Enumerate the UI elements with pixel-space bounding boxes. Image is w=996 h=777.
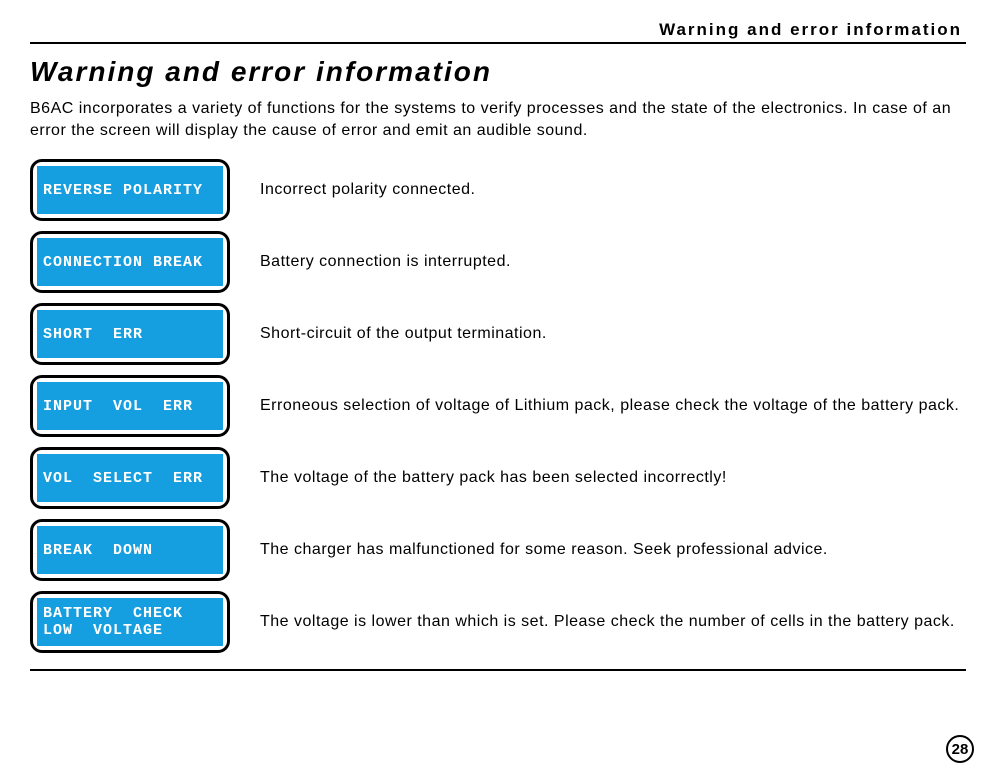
lcd-display: SHORT ERR: [30, 303, 230, 365]
error-description: The charger has malfunctioned for some r…: [260, 539, 966, 561]
error-description: The voltage of the battery pack has been…: [260, 467, 966, 489]
error-description: Erroneous selection of voltage of Lithiu…: [260, 395, 966, 417]
error-description: The voltage is lower than which is set. …: [260, 611, 966, 633]
lcd-display: REVERSE POLARITY: [30, 159, 230, 221]
lcd-display: VOL SELECT ERR: [30, 447, 230, 509]
error-row: BREAK DOWN The charger has malfunctioned …: [30, 519, 966, 581]
header-label: Warning and error information: [30, 20, 966, 44]
lcd-display: BATTERY CHECK LOW VOLTAGE: [30, 591, 230, 653]
lcd-text: REVERSE POLARITY: [37, 166, 223, 214]
lcd-text: BATTERY CHECK LOW VOLTAGE: [37, 598, 223, 646]
error-row: INPUT VOL ERR Erroneous selection of volt…: [30, 375, 966, 437]
error-row: VOL SELECT ERR The voltage of the battery…: [30, 447, 966, 509]
lcd-text: VOL SELECT ERR: [37, 454, 223, 502]
error-description: Battery connection is interrupted.: [260, 251, 966, 273]
page-title: Warning and error information: [30, 56, 966, 88]
lcd-text: BREAK DOWN: [37, 526, 223, 574]
lcd-text: SHORT ERR: [37, 310, 223, 358]
lcd-display: CONNECTION BREAK: [30, 231, 230, 293]
error-row: BATTERY CHECK LOW VOLTAGE The voltage is …: [30, 591, 966, 653]
error-description: Incorrect polarity connected.: [260, 179, 966, 201]
lcd-display: INPUT VOL ERR: [30, 375, 230, 437]
error-row: SHORT ERR Short-circuit of the output ter…: [30, 303, 966, 365]
error-list: REVERSE POLARITY Incorrect polarity conne…: [30, 159, 966, 653]
lcd-text: CONNECTION BREAK: [37, 238, 223, 286]
error-description: Short-circuit of the output termination.: [260, 323, 966, 345]
intro-text: B6AC incorporates a variety of functions…: [30, 98, 966, 141]
bottom-rule: [30, 669, 966, 671]
page-number: 28: [946, 735, 974, 763]
error-row: CONNECTION BREAK Battery connection is in…: [30, 231, 966, 293]
lcd-display: BREAK DOWN: [30, 519, 230, 581]
lcd-text: INPUT VOL ERR: [37, 382, 223, 430]
error-row: REVERSE POLARITY Incorrect polarity conne…: [30, 159, 966, 221]
